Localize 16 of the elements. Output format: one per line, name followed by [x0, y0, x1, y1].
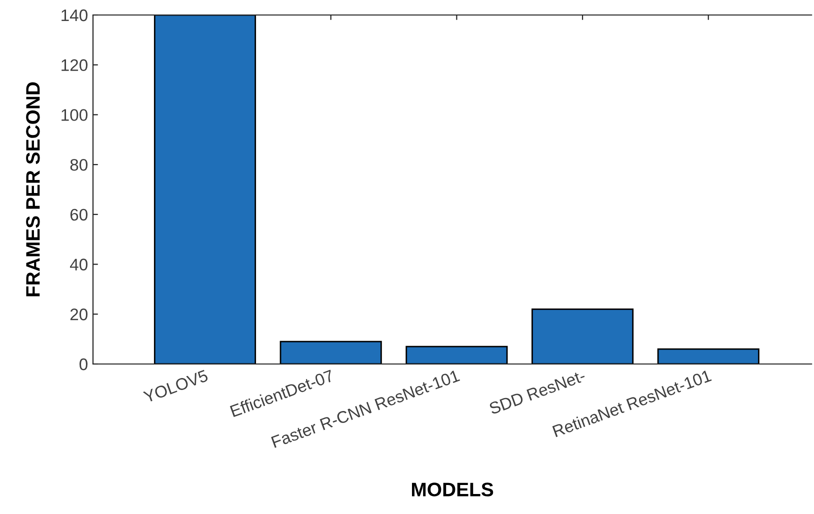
y-axis-title: FRAMES PER SECOND [26, 82, 40, 296]
y-tick-label: 20 [70, 308, 88, 320]
y-tick-label: 140 [62, 9, 88, 22]
y-tick-label: 0 [80, 358, 88, 370]
y-tick-label: 100 [62, 109, 88, 121]
bar [657, 348, 760, 364]
y-tick-label: 40 [70, 258, 88, 270]
x-axis-title: MODELS [412, 482, 494, 496]
y-tick-label: 60 [70, 208, 88, 221]
bar [531, 308, 634, 364]
bar [280, 340, 382, 364]
x-tick-label: SDD ResNet- [488, 370, 586, 415]
bar [154, 15, 256, 364]
bar [406, 346, 508, 364]
y-tick-label: 80 [70, 158, 88, 171]
y-tick-label: 120 [62, 59, 88, 72]
